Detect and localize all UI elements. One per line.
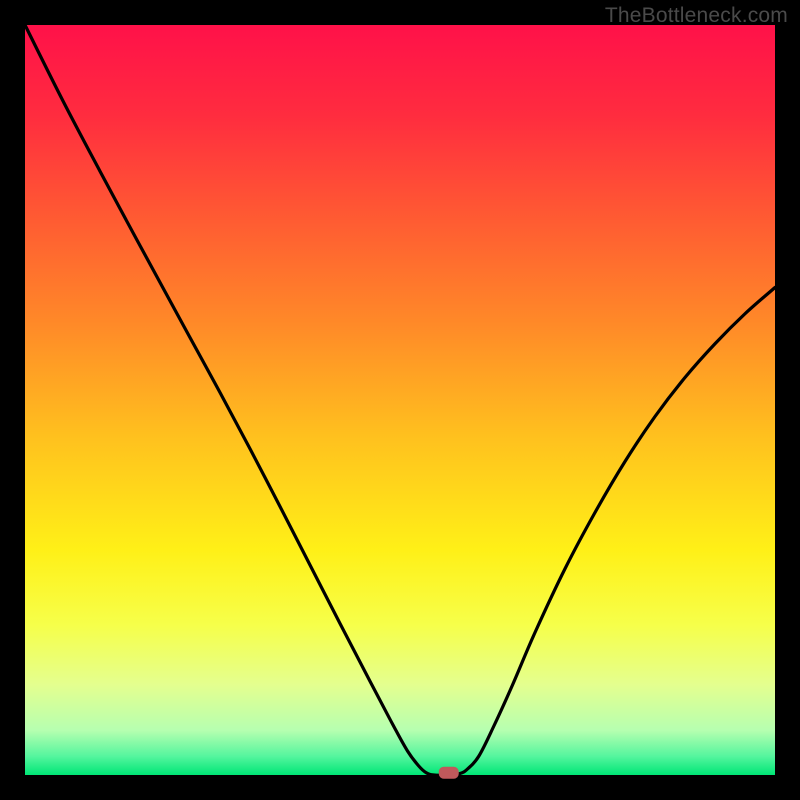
chart-container: TheBottleneck.com [0,0,800,800]
bottleneck-chart [0,0,800,800]
chart-background [25,25,775,775]
watermark-text: TheBottleneck.com [605,4,788,28]
optimal-marker [439,767,459,779]
